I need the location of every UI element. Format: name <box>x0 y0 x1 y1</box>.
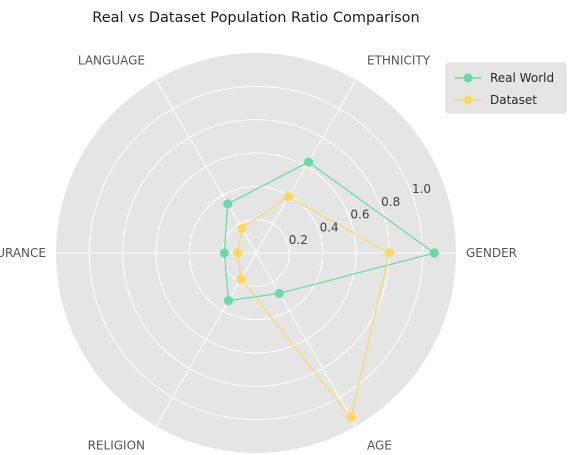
grid-spoke <box>155 79 257 254</box>
data-point <box>223 199 233 209</box>
radial-tick-label: 0.6 <box>350 208 369 222</box>
data-point <box>283 192 294 202</box>
radial-tick-label: 0.8 <box>381 195 400 209</box>
legend-label-dataset: Dataset <box>490 93 537 107</box>
data-point <box>346 412 356 423</box>
axis-label: AGE <box>367 438 392 452</box>
data-point <box>274 288 284 299</box>
label-layer: GENDER ETHNICITY LANGUAGE INSURANCE RELIGION… <box>0 54 517 453</box>
data-point <box>303 157 314 167</box>
grid-spoke <box>255 79 357 254</box>
axis-label: GENDER <box>466 246 517 260</box>
legend-dot-real-world <box>463 73 473 83</box>
data-point <box>237 223 247 234</box>
legend-dot-dataset <box>463 95 473 105</box>
legend-label-real-world: Real World <box>490 71 554 85</box>
axis-label: INSURANCE <box>0 246 46 260</box>
data-point <box>219 248 229 258</box>
series-layer <box>219 157 439 423</box>
data-point <box>223 296 234 306</box>
radial-tick-label: 0.4 <box>320 220 339 234</box>
axis-label: LANGUAGE <box>78 54 145 68</box>
data-point <box>429 248 439 258</box>
grid-spoke <box>255 252 357 427</box>
radial-tick-label: 1.0 <box>412 182 431 196</box>
axis-label: ETHNICITY <box>367 54 431 68</box>
radial-tick-label: 0.2 <box>289 233 308 247</box>
data-point <box>384 248 394 258</box>
data-point <box>236 274 246 284</box>
axis-label: RELIGION <box>88 438 145 452</box>
chart-title: Real vs Dataset Population Ratio Compari… <box>92 10 419 26</box>
data-point <box>233 248 243 258</box>
legend: Real World Dataset <box>445 62 567 114</box>
